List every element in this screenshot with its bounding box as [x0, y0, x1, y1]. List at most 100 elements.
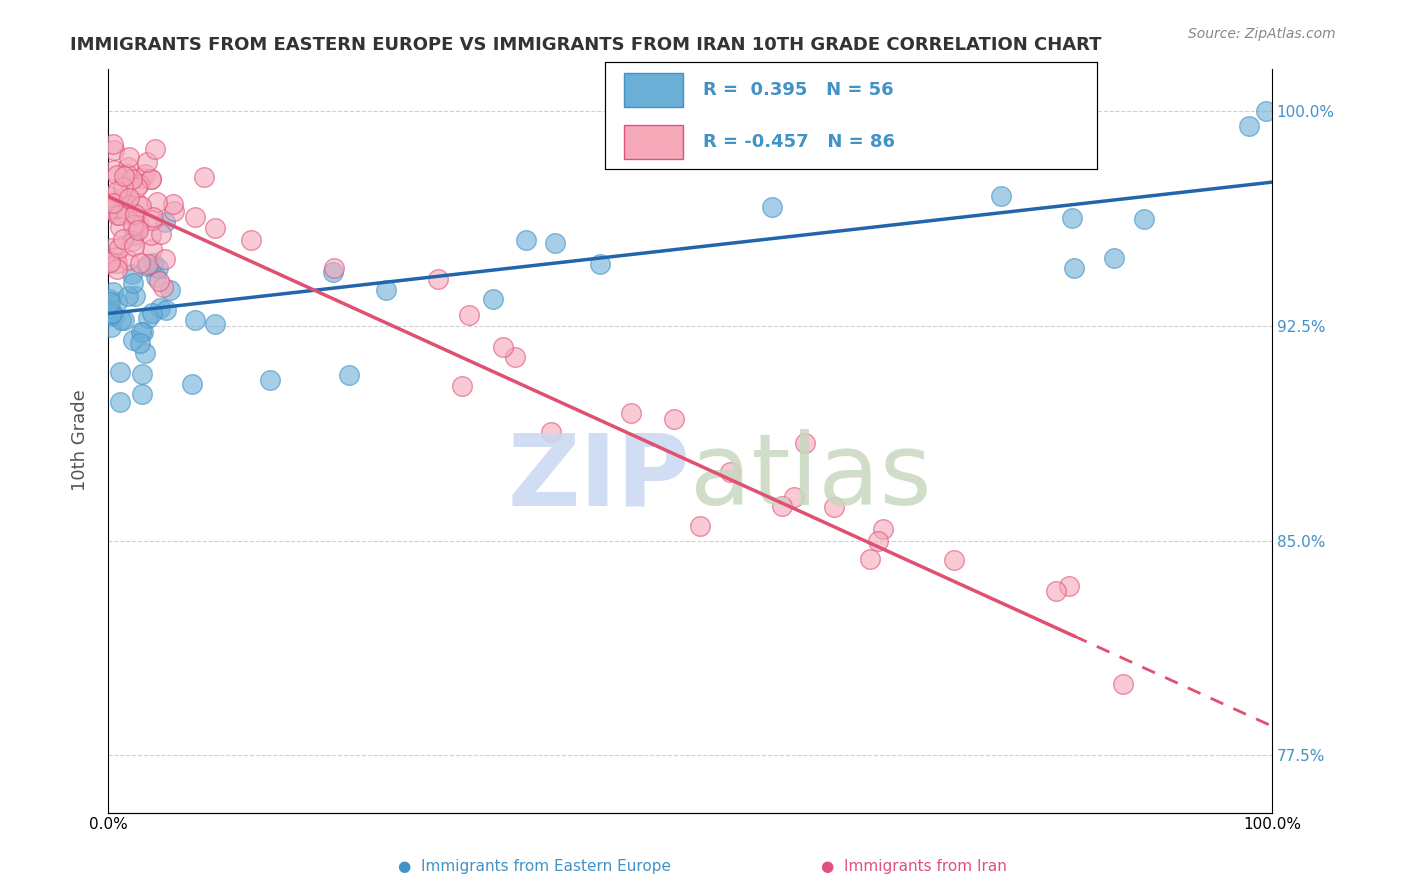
- Point: [204, 317, 226, 331]
- Point: [458, 308, 481, 322]
- Point: [104, 250, 127, 264]
- Point: [105, 261, 128, 276]
- Point: [108, 241, 131, 255]
- Point: [620, 407, 643, 421]
- Point: [101, 196, 124, 211]
- Point: [103, 163, 125, 178]
- Point: [108, 219, 131, 234]
- Point: [105, 295, 128, 310]
- Point: [589, 257, 612, 271]
- Point: [108, 208, 131, 222]
- Point: [337, 368, 360, 382]
- Text: R = -0.457   N = 86: R = -0.457 N = 86: [703, 133, 896, 151]
- Point: [118, 150, 141, 164]
- Point: [129, 325, 152, 339]
- Point: [103, 285, 125, 299]
- Point: [112, 312, 135, 326]
- Point: [503, 350, 526, 364]
- Point: [720, 465, 742, 479]
- Point: [98, 256, 121, 270]
- Point: [1254, 104, 1277, 119]
- Point: [128, 256, 150, 270]
- Point: [101, 306, 124, 320]
- Point: [148, 274, 170, 288]
- Point: [770, 499, 793, 513]
- Point: [98, 295, 121, 310]
- Text: atlas: atlas: [690, 429, 932, 526]
- Point: [153, 252, 176, 266]
- Point: [1045, 584, 1067, 599]
- Point: [115, 206, 138, 220]
- Point: [153, 214, 176, 228]
- Point: [544, 235, 567, 250]
- Point: [111, 179, 134, 194]
- Point: [240, 233, 263, 247]
- Point: [122, 333, 145, 347]
- Point: [540, 425, 562, 439]
- Point: [155, 303, 177, 318]
- Text: ●  Immigrants from Iran: ● Immigrants from Iran: [821, 859, 1007, 874]
- Point: [115, 167, 138, 181]
- Point: [112, 169, 135, 183]
- Point: [131, 387, 153, 401]
- Point: [121, 172, 143, 186]
- Y-axis label: 10th Grade: 10th Grade: [72, 390, 89, 491]
- Point: [112, 232, 135, 246]
- Point: [98, 202, 121, 217]
- Point: [145, 142, 167, 156]
- Point: [121, 267, 143, 281]
- Point: [122, 239, 145, 253]
- Point: [125, 179, 148, 194]
- Point: [117, 197, 139, 211]
- Point: [122, 218, 145, 232]
- Text: ●  Immigrants from Eastern Europe: ● Immigrants from Eastern Europe: [398, 859, 671, 874]
- Point: [322, 265, 344, 279]
- Point: [121, 234, 143, 248]
- Point: [138, 257, 160, 271]
- Point: [1237, 119, 1260, 133]
- Point: [110, 313, 132, 327]
- Point: [127, 223, 149, 237]
- Point: [150, 227, 173, 242]
- Point: [100, 241, 122, 255]
- Point: [990, 188, 1012, 202]
- Point: [142, 256, 165, 270]
- Point: [141, 242, 163, 256]
- Point: [134, 346, 156, 360]
- Point: [141, 213, 163, 227]
- Point: [129, 199, 152, 213]
- Point: [142, 210, 165, 224]
- Point: [129, 336, 152, 351]
- Point: [131, 171, 153, 186]
- Point: [1132, 211, 1154, 226]
- Point: [184, 313, 207, 327]
- Point: [1057, 579, 1080, 593]
- Point: [1062, 211, 1084, 226]
- Point: [132, 325, 155, 339]
- Point: [138, 311, 160, 326]
- Point: [1102, 251, 1125, 265]
- Point: [98, 254, 121, 268]
- Point: [184, 210, 207, 224]
- Point: [193, 170, 215, 185]
- Point: [118, 174, 141, 188]
- Point: [823, 500, 845, 514]
- Point: [136, 259, 159, 273]
- Text: IMMIGRANTS FROM EASTERN EUROPE VS IMMIGRANTS FROM IRAN 10TH GRADE CORRELATION CH: IMMIGRANTS FROM EASTERN EUROPE VS IMMIGR…: [70, 36, 1102, 54]
- Point: [125, 195, 148, 210]
- Point: [135, 154, 157, 169]
- Point: [98, 292, 121, 306]
- Point: [134, 167, 156, 181]
- Point: [141, 306, 163, 320]
- Point: [108, 365, 131, 379]
- Point: [122, 276, 145, 290]
- Point: [100, 320, 122, 334]
- Point: [783, 491, 806, 505]
- Point: [491, 340, 513, 354]
- Point: [122, 227, 145, 242]
- Point: [942, 552, 965, 566]
- Point: [139, 171, 162, 186]
- Point: [145, 270, 167, 285]
- Point: [259, 373, 281, 387]
- Point: [122, 210, 145, 224]
